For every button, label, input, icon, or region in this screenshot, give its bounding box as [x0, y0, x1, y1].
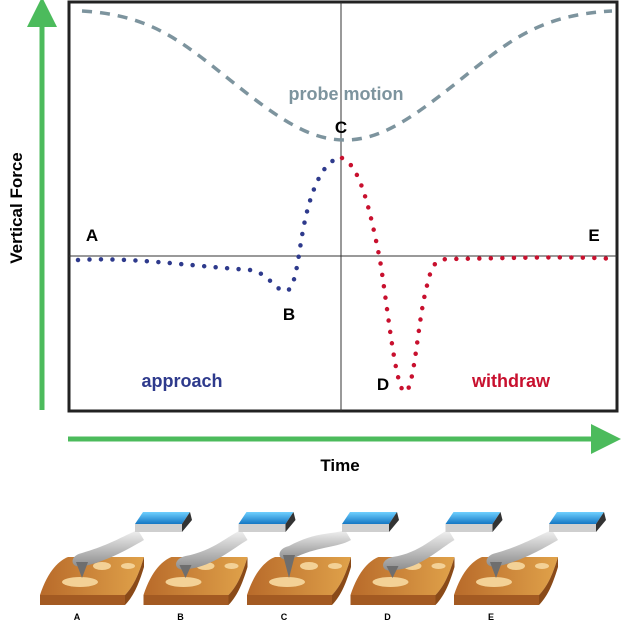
approach-curve	[75, 155, 343, 294]
panel-label-d: D	[384, 612, 391, 622]
probe-illustrations: A B C D	[40, 512, 606, 622]
illustration-panel-e	[454, 512, 606, 605]
panel-label-c: C	[281, 612, 288, 622]
illustration-panel-c	[247, 512, 399, 605]
withdraw-label: withdraw	[471, 371, 551, 391]
illustration-panel-d	[350, 512, 503, 605]
y-axis-label: Vertical Force	[7, 152, 26, 264]
point-label-b: B	[283, 305, 295, 324]
panel-label-b: B	[177, 612, 184, 622]
withdraw-curve	[339, 155, 618, 395]
probe-motion-label: probe motion	[289, 84, 404, 104]
panel-label-e: E	[488, 612, 494, 622]
point-label-d: D	[377, 375, 389, 394]
x-axis-label: Time	[320, 456, 359, 475]
panel-label-a: A	[74, 612, 81, 622]
approach-label: approach	[141, 371, 222, 391]
illustration-panel-b	[143, 512, 296, 605]
probe-motion-curve	[81, 9, 613, 142]
point-label-c: C	[335, 118, 347, 137]
plot-frame	[67, 0, 619, 413]
point-label-a: A	[86, 226, 98, 245]
illustration-panel-a	[40, 512, 192, 605]
point-label-e: E	[588, 226, 599, 245]
